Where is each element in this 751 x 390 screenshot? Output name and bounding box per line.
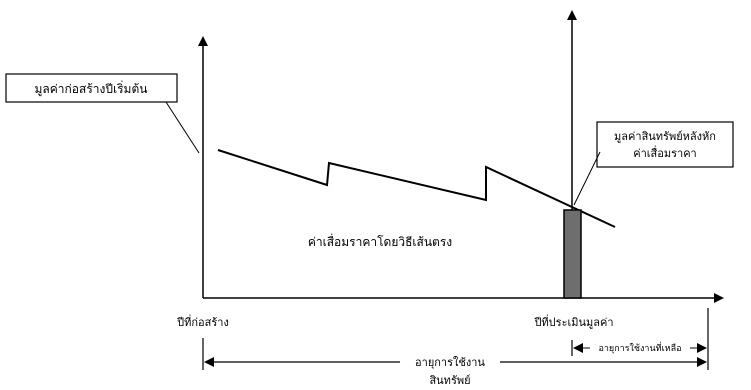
asset-value-label-line1: มูลค่าสินทรัพย์หลังหัก (614, 130, 716, 143)
initial-cost-box (5, 73, 178, 103)
depreciation-line (217, 149, 616, 228)
appraisal-year-label: ปีที่ประเมินมูลค่า (533, 314, 613, 329)
useful-life-label-line1: อายุการใช้งาน (415, 356, 485, 369)
asset-value-leader (573, 151, 601, 206)
remaining-value-bar (563, 209, 582, 299)
useful-life-label-line2: สินทรัพย์ (429, 374, 470, 387)
asset-value-label-line2: ค่าเสื่อมราคา (633, 145, 697, 160)
remaining-life-label: อายุการใช้งานที่เหลือ (598, 341, 681, 354)
initial-cost-label: มูลค่าก่อสร้างปีเริ่มต้น (35, 80, 148, 97)
construction-year-label: ปีที่ก่อสร้าง (176, 314, 229, 329)
asset-value-box (596, 121, 734, 168)
initial-cost-leader (165, 101, 200, 154)
straight-line-depreciation-label: ค่าเสื่อมราคาโดยวิธีเส้นตรง (308, 233, 452, 249)
